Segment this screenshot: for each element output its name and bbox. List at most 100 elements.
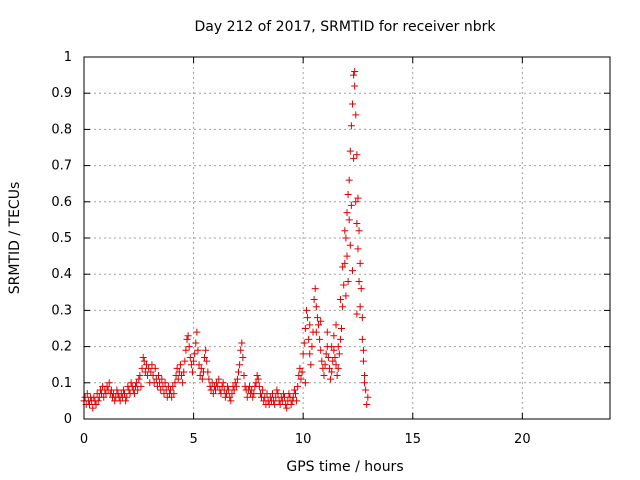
data-point xyxy=(239,353,247,361)
data-point xyxy=(291,390,299,398)
data-point xyxy=(300,339,308,347)
data-point xyxy=(255,382,263,390)
data-point xyxy=(187,361,195,369)
y-tick-label: 0.6 xyxy=(51,195,72,210)
data-point xyxy=(254,375,262,383)
data-point xyxy=(184,332,192,340)
data-point xyxy=(347,201,355,209)
y-tick-label: 0.8 xyxy=(51,122,72,137)
data-point xyxy=(346,241,354,249)
data-point xyxy=(198,375,206,383)
data-point xyxy=(85,401,93,409)
data-point xyxy=(354,245,362,253)
data-point xyxy=(137,382,145,390)
data-point xyxy=(130,390,138,398)
data-point xyxy=(323,328,331,336)
data-point xyxy=(345,216,353,224)
data-point xyxy=(138,364,146,372)
data-point xyxy=(297,375,305,383)
data-point xyxy=(188,368,196,376)
data-point xyxy=(94,397,102,405)
data-point xyxy=(287,401,295,409)
data-point xyxy=(293,397,301,405)
data-point xyxy=(313,314,321,322)
data-point xyxy=(283,404,291,412)
data-point xyxy=(158,375,166,383)
data-point xyxy=(238,339,246,347)
data-point xyxy=(103,382,111,390)
data-point xyxy=(186,353,194,361)
data-point xyxy=(155,372,163,380)
data-point xyxy=(194,346,202,354)
data-point xyxy=(227,397,235,405)
data-point xyxy=(336,296,344,304)
data-point xyxy=(351,67,359,75)
data-point xyxy=(335,350,343,358)
data-point xyxy=(202,346,210,354)
data-point xyxy=(356,259,364,267)
data-point xyxy=(318,357,326,365)
data-point xyxy=(317,346,325,354)
data-point xyxy=(183,335,191,343)
data-point xyxy=(145,364,153,372)
data-point xyxy=(122,397,130,405)
data-point xyxy=(147,368,155,376)
data-point xyxy=(273,386,281,394)
data-point xyxy=(308,343,316,351)
data-point xyxy=(322,350,330,358)
data-point xyxy=(219,379,227,387)
data-point xyxy=(342,292,350,300)
data-point xyxy=(204,368,212,376)
data-point xyxy=(304,314,312,322)
x-tick-label: 10 xyxy=(295,432,312,447)
data-point xyxy=(285,390,293,398)
data-point xyxy=(136,372,144,380)
data-point xyxy=(301,379,309,387)
data-point xyxy=(133,379,141,387)
x-tick-labels: 0 5 10 15 20 xyxy=(80,432,531,447)
data-point xyxy=(256,390,264,398)
data-point xyxy=(356,303,364,311)
data-point xyxy=(83,390,91,398)
data-point xyxy=(351,82,359,90)
data-point xyxy=(209,390,217,398)
data-point xyxy=(340,281,348,289)
data-point xyxy=(100,393,108,401)
data-point xyxy=(105,379,113,387)
data-point xyxy=(139,353,147,361)
data-point xyxy=(197,364,205,372)
data-point xyxy=(316,335,324,343)
data-point xyxy=(170,390,178,398)
data-point xyxy=(334,343,342,351)
data-point xyxy=(328,343,336,351)
data-point xyxy=(352,111,360,119)
data-point xyxy=(333,372,341,380)
data-point xyxy=(259,386,267,394)
data-point xyxy=(358,335,366,343)
data-point xyxy=(354,194,362,202)
data-point xyxy=(315,321,323,329)
y-tick-label: 0 xyxy=(64,412,72,427)
data-point xyxy=(289,393,297,401)
data-point xyxy=(237,346,245,354)
data-point xyxy=(215,375,223,383)
data-point xyxy=(331,353,339,361)
y-tick-label: 0.4 xyxy=(51,267,72,282)
data-point xyxy=(307,361,315,369)
data-point xyxy=(334,364,342,372)
data-point xyxy=(362,386,370,394)
data-point xyxy=(235,368,243,376)
data-point xyxy=(140,357,148,365)
data-point xyxy=(319,364,327,372)
y-axis-label: SRMTID / TECUs xyxy=(7,182,23,295)
x-tick-label: 15 xyxy=(404,432,421,447)
x-tick-label: 0 xyxy=(80,432,88,447)
data-point xyxy=(191,350,199,358)
data-point xyxy=(327,375,335,383)
data-point xyxy=(290,386,298,394)
data-point xyxy=(185,343,193,351)
data-point xyxy=(171,379,179,387)
y-tick-label: 1 xyxy=(64,50,72,65)
data-point xyxy=(332,361,340,369)
data-point xyxy=(355,277,363,285)
